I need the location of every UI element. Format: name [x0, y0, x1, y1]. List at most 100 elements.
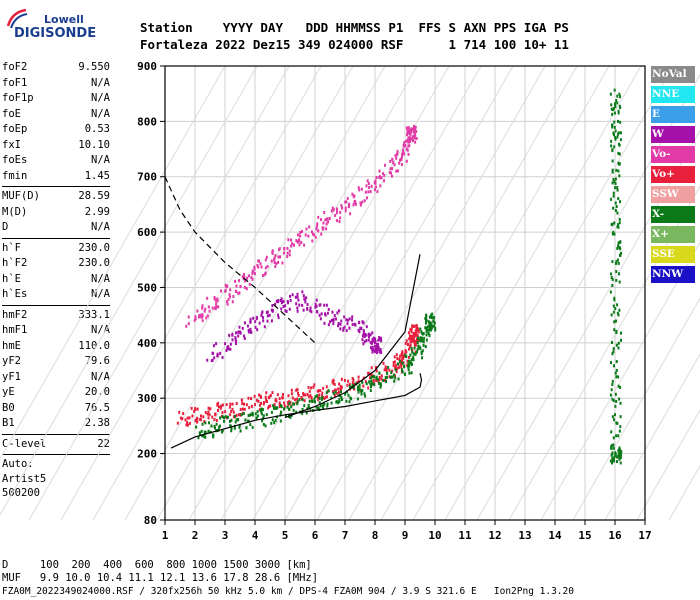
- data-point: [279, 299, 282, 303]
- data-point: [616, 246, 619, 250]
- data-point: [360, 327, 363, 331]
- data-point: [305, 296, 308, 300]
- data-point: [199, 313, 202, 317]
- data-point: [392, 364, 395, 368]
- data-point: [617, 111, 620, 115]
- param-row: M(D) 2.99: [2, 205, 110, 221]
- data-point: [339, 322, 342, 326]
- data-point: [612, 446, 615, 450]
- data-point: [186, 420, 189, 424]
- data-point: [411, 350, 414, 354]
- data-point: [333, 382, 336, 386]
- data-point: [616, 303, 619, 307]
- data-point: [420, 350, 423, 354]
- data-point: [247, 330, 250, 334]
- data-point: [614, 371, 617, 375]
- data-point: [340, 319, 343, 323]
- data-point: [200, 315, 203, 319]
- data-point: [356, 385, 359, 389]
- data-point: [232, 295, 235, 299]
- data-point: [610, 107, 613, 111]
- data-point: [326, 402, 329, 406]
- data-point: [370, 385, 373, 389]
- data-point: [393, 379, 396, 383]
- data-point: [290, 238, 293, 242]
- data-point: [328, 217, 331, 221]
- data-point: [379, 383, 382, 387]
- data-point: [262, 422, 265, 426]
- y-tick-label: 500: [137, 281, 157, 294]
- data-point: [246, 276, 249, 280]
- data-point: [413, 324, 416, 328]
- data-point: [321, 394, 324, 398]
- data-point: [315, 405, 318, 409]
- data-point: [310, 310, 313, 314]
- data-point: [244, 418, 247, 422]
- data-point: [336, 209, 339, 213]
- data-point: [290, 392, 293, 396]
- data-point: [331, 310, 334, 314]
- data-point: [618, 221, 621, 225]
- data-point: [326, 311, 329, 315]
- data-point: [260, 265, 263, 269]
- data-point: [332, 381, 335, 385]
- data-point: [612, 191, 615, 195]
- data-point: [408, 371, 411, 375]
- data-point: [314, 395, 317, 399]
- data-point: [238, 279, 241, 283]
- data-point: [611, 415, 614, 419]
- data-point: [346, 383, 349, 387]
- data-point: [351, 383, 354, 387]
- data-point: [275, 299, 278, 303]
- legend: NoVal NNE E W Vo- Vo+ SSW X- X+ SSE NNW: [651, 66, 695, 286]
- data-point: [265, 255, 268, 259]
- data-point: [617, 241, 620, 245]
- data-point: [431, 312, 434, 316]
- data-point: [341, 206, 344, 210]
- data-point: [390, 371, 393, 375]
- data-point: [339, 384, 342, 388]
- data-point: [617, 346, 620, 350]
- data-point: [244, 279, 247, 283]
- data-point: [213, 424, 216, 428]
- data-point: [351, 192, 354, 196]
- data-point: [617, 341, 620, 345]
- data-point: [298, 398, 301, 402]
- data-point: [610, 430, 613, 434]
- data-point: [614, 136, 617, 140]
- data-point: [391, 375, 394, 379]
- data-point: [332, 391, 335, 395]
- data-point: [239, 284, 242, 288]
- data-point: [265, 311, 268, 315]
- data-point: [190, 406, 193, 410]
- data-point: [378, 381, 381, 385]
- y-tick-label: 800: [137, 115, 157, 128]
- data-point: [240, 413, 243, 417]
- data-point: [374, 350, 377, 354]
- data-point: [397, 362, 400, 366]
- digisonde-logo: Lowell DIGISONDE: [4, 6, 96, 46]
- data-point: [410, 357, 413, 361]
- data-point: [218, 405, 221, 409]
- data-point: [259, 395, 262, 399]
- grid-diagonal: [508, 185, 700, 521]
- data-point: [347, 379, 350, 383]
- data-point: [248, 282, 251, 286]
- data-point: [424, 326, 427, 330]
- data-point: [202, 415, 205, 419]
- data-point: [317, 215, 320, 219]
- data-point: [422, 332, 425, 336]
- data-point: [206, 358, 209, 362]
- data-point: [433, 321, 436, 325]
- data-point: [216, 352, 219, 356]
- data-point: [305, 227, 308, 231]
- data-point: [207, 305, 210, 309]
- param-key: hmE: [2, 339, 21, 352]
- data-point: [243, 402, 246, 406]
- data-point: [408, 359, 411, 363]
- data-point: [310, 230, 313, 234]
- data-point: [415, 137, 418, 141]
- param-key: foE: [2, 107, 21, 120]
- data-point: [323, 303, 326, 307]
- data-point: [365, 325, 368, 329]
